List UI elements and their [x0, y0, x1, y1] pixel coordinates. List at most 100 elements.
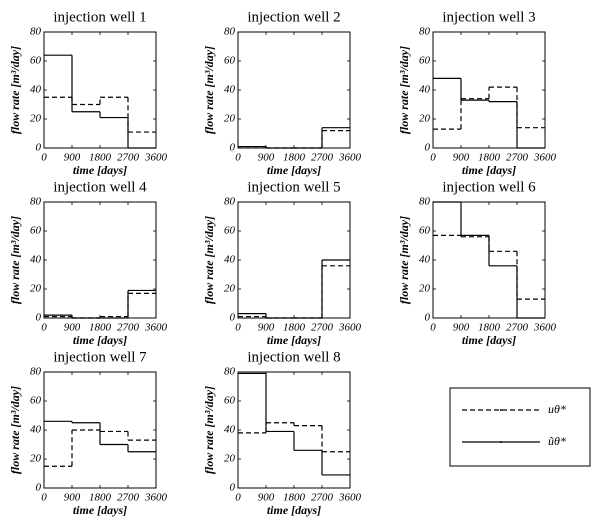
x-axis-label: time [days] — [267, 163, 321, 177]
y-tick-label: 40 — [30, 254, 42, 266]
x-tick-label: 1800 — [89, 322, 112, 334]
subplot-title: injection well 7 — [53, 349, 147, 365]
y-tick-label: 40 — [419, 84, 431, 96]
y-tick-label: 0 — [230, 482, 236, 494]
x-tick-label: 1800 — [283, 492, 306, 504]
y-axis-label: flow rate [m³/day] — [202, 216, 216, 304]
x-tick-label: 2700 — [311, 152, 334, 164]
x-tick-label: 2700 — [506, 152, 529, 164]
axes-frame — [432, 201, 546, 319]
x-tick-label: 2700 — [311, 492, 334, 504]
x-tick-label: 900 — [258, 152, 275, 164]
legend-marker — [500, 441, 502, 443]
x-tick-label: 3600 — [144, 152, 168, 164]
x-tick-label: 0 — [235, 322, 241, 334]
y-tick-label: 60 — [419, 225, 431, 237]
x-tick-label: 900 — [64, 492, 81, 504]
y-tick-label: 80 — [224, 366, 236, 378]
subplot-title: injection well 2 — [247, 9, 340, 25]
y-tick-label: 40 — [30, 424, 42, 436]
y-axis-label: flow rate [m³/day] — [202, 46, 216, 134]
y-tick-label: 60 — [419, 55, 431, 67]
y-axis-label: flow rate [m³/day] — [397, 216, 411, 304]
x-tick-label: 1800 — [283, 152, 306, 164]
y-tick-label: 60 — [224, 55, 236, 67]
y-tick-label: 20 — [224, 283, 236, 295]
y-tick-label: 80 — [224, 196, 236, 208]
axes-frame — [43, 31, 157, 149]
axes-frame — [432, 31, 546, 149]
x-tick-label: 1800 — [89, 492, 112, 504]
y-tick-label: 20 — [30, 453, 42, 465]
y-tick-label: 20 — [224, 453, 236, 465]
y-tick-label: 80 — [30, 196, 42, 208]
y-tick-label: 0 — [36, 142, 42, 154]
x-tick-label: 3600 — [533, 152, 557, 164]
y-tick-label: 40 — [224, 84, 236, 96]
y-tick-label: 20 — [224, 113, 236, 125]
y-tick-label: 0 — [230, 142, 236, 154]
y-tick-label: 40 — [30, 84, 42, 96]
x-tick-label: 0 — [430, 322, 436, 334]
y-tick-label: 80 — [30, 26, 42, 38]
x-tick-label: 0 — [41, 492, 47, 504]
y-axis-label: flow rate [m³/day] — [8, 386, 22, 474]
x-tick-label: 0 — [41, 322, 47, 334]
y-tick-label: 80 — [30, 366, 42, 378]
x-tick-label: 2700 — [506, 322, 529, 334]
subplot-title: injection well 3 — [442, 9, 535, 25]
axes-frame — [43, 371, 157, 489]
x-tick-label: 0 — [235, 152, 241, 164]
x-tick-label: 2700 — [117, 322, 140, 334]
y-tick-label: 40 — [224, 254, 236, 266]
x-tick-label: 900 — [453, 322, 470, 334]
y-tick-label: 0 — [36, 312, 42, 324]
y-tick-label: 60 — [30, 395, 42, 407]
x-tick-label: 1800 — [478, 152, 501, 164]
x-axis-label: time [days] — [267, 333, 321, 347]
x-tick-label: 900 — [453, 152, 470, 164]
subplot-title: injection well 6 — [442, 179, 536, 195]
subplot-title: injection well 1 — [53, 9, 146, 25]
y-tick-label: 80 — [419, 196, 431, 208]
y-axis-label: flow rate [m³/day] — [8, 216, 22, 304]
x-tick-label: 0 — [430, 152, 436, 164]
y-axis-label: flow rate [m³/day] — [397, 46, 411, 134]
y-axis-label: flow rate [m³/day] — [8, 46, 22, 134]
x-axis-label: time [days] — [73, 503, 127, 517]
y-tick-label: 80 — [419, 26, 431, 38]
x-tick-label: 3600 — [338, 322, 362, 334]
x-axis-label: time [days] — [73, 333, 127, 347]
y-tick-label: 0 — [425, 312, 431, 324]
x-axis-label: time [days] — [73, 163, 127, 177]
x-tick-label: 900 — [64, 322, 81, 334]
x-tick-label: 0 — [235, 492, 241, 504]
y-tick-label: 0 — [230, 312, 236, 324]
legend-box — [449, 387, 591, 467]
y-tick-label: 60 — [224, 225, 236, 237]
x-tick-label: 1800 — [283, 322, 306, 334]
x-tick-label: 2700 — [117, 492, 140, 504]
y-tick-label: 20 — [419, 283, 431, 295]
y-tick-label: 60 — [224, 395, 236, 407]
y-tick-label: 40 — [419, 254, 431, 266]
y-tick-label: 60 — [30, 225, 42, 237]
x-tick-label: 2700 — [311, 322, 334, 334]
x-axis-label: time [days] — [462, 333, 516, 347]
subplot-title: injection well 8 — [247, 349, 340, 365]
y-tick-label: 40 — [224, 424, 236, 436]
axes-frame — [237, 201, 351, 319]
legend-marker — [500, 409, 502, 411]
x-axis-label: time [days] — [462, 163, 516, 177]
y-tick-label: 20 — [30, 283, 42, 295]
x-tick-label: 1800 — [478, 322, 501, 334]
x-tick-label: 2700 — [117, 152, 140, 164]
subplot-title: injection well 5 — [247, 179, 340, 195]
subplot-title: injection well 4 — [53, 179, 147, 195]
x-axis-label: time [days] — [267, 503, 321, 517]
y-tick-label: 20 — [419, 113, 431, 125]
x-tick-label: 3600 — [533, 322, 557, 334]
legend-label: uθ* — [548, 402, 566, 416]
legend-label: ũθ* — [548, 434, 566, 448]
